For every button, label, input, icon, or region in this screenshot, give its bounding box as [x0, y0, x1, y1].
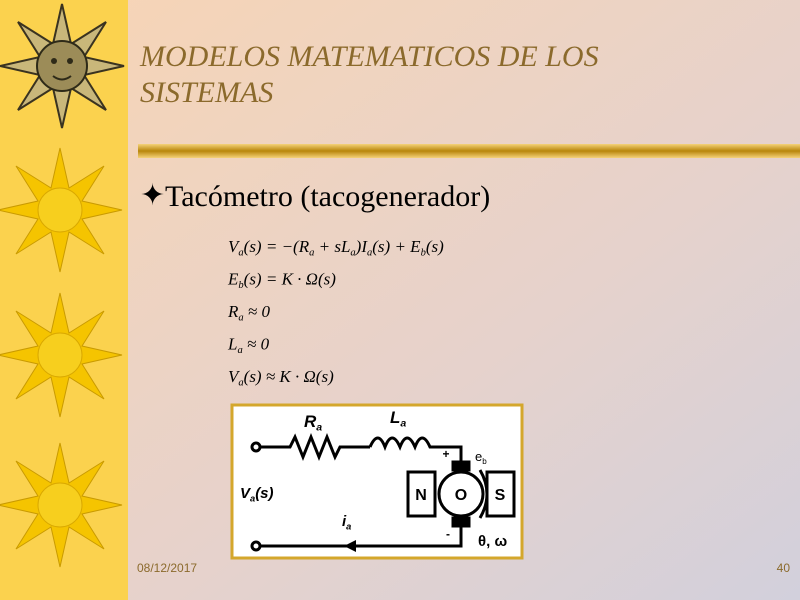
formula: La: [390, 408, 406, 430]
formula-part: (s) + E: [372, 237, 421, 256]
circuit-label: θ, ω: [478, 533, 507, 550]
formula-part: (s) ≈ K · Ω(s): [244, 367, 334, 386]
circuit-label: S: [495, 487, 506, 504]
subscript: a: [250, 493, 255, 503]
page-number: 40: [777, 561, 791, 575]
formula-part: ≈ 0: [244, 302, 271, 321]
subscript: a: [237, 345, 242, 356]
formula-part: V: [240, 485, 252, 502]
subscript: a: [309, 248, 314, 259]
formula-part: (s) = K · Ω(s): [244, 270, 337, 289]
subscript: a: [350, 248, 355, 259]
subscript: a: [238, 313, 243, 324]
circuit-wires: [250, 432, 516, 552]
formula-part: E: [227, 270, 239, 289]
title-rule: [138, 144, 800, 158]
title-line: MODELOS MATEMATICOS DE LOS: [139, 40, 599, 73]
formula-part: i: [342, 513, 347, 530]
bullet-marker: ✦: [140, 179, 165, 212]
current-arrow: [344, 540, 356, 552]
formula: Va(s) ≈ K · Ω(s): [228, 367, 334, 389]
subscript: a: [238, 248, 243, 259]
formula: La ≈ 0: [227, 335, 270, 357]
subscript: a: [238, 378, 243, 389]
formula-part: ≈ 0: [243, 335, 270, 354]
formula: Eb(s) = K · Ω(s): [227, 270, 336, 292]
formula-part: V: [228, 367, 241, 386]
subscript: a: [367, 248, 372, 259]
formula: Ra: [304, 412, 322, 434]
formula-part: (s): [255, 485, 273, 502]
circuit-label: -: [446, 527, 450, 541]
subscript: a: [400, 418, 406, 430]
equations: Va(s) = −(Ra + sLa)Ia(s) + Eb(s)Eb(s) = …: [227, 237, 444, 389]
formula-part: (s) = −(R: [244, 237, 310, 256]
formula: eb: [475, 449, 487, 466]
formula-part: L: [390, 408, 400, 427]
formula: Ra ≈ 0: [227, 302, 270, 324]
formula-part: )I: [355, 237, 369, 256]
subscript: a: [346, 521, 351, 531]
formula-part: R: [304, 412, 317, 431]
title-line: SISTEMAS: [140, 76, 273, 109]
formula: Va(s): [240, 485, 274, 503]
subscript: a: [316, 422, 322, 434]
formula-part: R: [227, 302, 239, 321]
formula-part: e: [475, 449, 482, 464]
subscript: b: [482, 457, 487, 466]
formula-part: V: [228, 237, 241, 256]
slide-title: MODELOS MATEMATICOS DE LOS SISTEMAS: [139, 40, 599, 109]
circuit-label: +: [442, 447, 449, 461]
circuit-label: N: [415, 487, 427, 504]
circuit-label: O: [455, 487, 467, 504]
footer-date: 08/12/2017: [137, 561, 197, 575]
subscript: b: [421, 248, 426, 259]
formula-part: L: [227, 335, 237, 354]
formula: Va(s) = −(Ra + sLa)Ia(s) + Eb(s): [228, 237, 444, 259]
subscript: b: [238, 280, 243, 291]
formula-part: + sL: [314, 237, 350, 256]
formula: ia: [342, 513, 351, 531]
formula-part: (s): [426, 237, 444, 256]
circuit-frame: [230, 403, 524, 560]
bullet-text: Tacómetro (tacogenerador): [165, 180, 490, 213]
sun-face-icon: [0, 3, 125, 129]
